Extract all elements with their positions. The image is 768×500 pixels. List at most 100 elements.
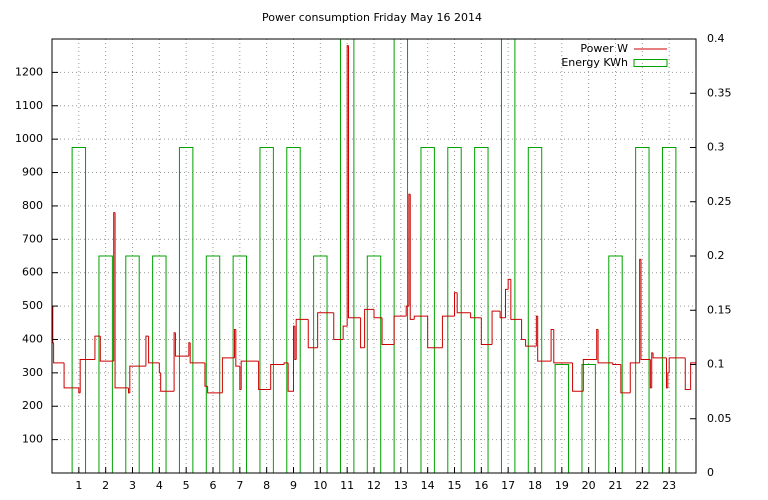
- y-tick-label: 500: [22, 299, 43, 312]
- energy-bar: [661, 147, 677, 473]
- power-step: [204, 362, 208, 387]
- legend-label: Power W: [580, 42, 628, 55]
- x-tick-label: 21: [609, 479, 623, 492]
- power-step: [160, 372, 175, 392]
- power-step: [510, 279, 522, 320]
- power-step: [535, 315, 538, 347]
- energy-bar: [581, 364, 596, 473]
- power-step: [94, 335, 101, 360]
- x-tick-label: 13: [394, 479, 408, 492]
- x-tick-label: 19: [555, 479, 569, 492]
- y-tick-label: 1000: [15, 132, 43, 145]
- y-tick-label: 400: [22, 332, 43, 345]
- power-step: [553, 329, 573, 364]
- power-step: [307, 319, 318, 349]
- x-tick-label: 6: [210, 479, 217, 492]
- energy-bar: [152, 255, 167, 473]
- energy-bar: [500, 39, 516, 473]
- x-tick-label: 14: [421, 479, 435, 492]
- power-step: [346, 45, 349, 327]
- legend-label: Energy KWh: [561, 56, 628, 69]
- power-step: [491, 310, 501, 345]
- power-step: [189, 342, 205, 364]
- x-tick-label: 4: [156, 479, 163, 492]
- power-step: [499, 311, 506, 319]
- power-step: [690, 362, 696, 390]
- energy-bar: [178, 147, 194, 473]
- power-step: [333, 312, 344, 340]
- x-tick-label: 1: [75, 479, 82, 492]
- energy-bar: [474, 147, 489, 473]
- power-step: [572, 362, 584, 392]
- power-step: [441, 315, 455, 348]
- x-tick-label: 15: [448, 479, 462, 492]
- energy-bar: [608, 255, 623, 473]
- power-step: [454, 292, 458, 317]
- energy-bar: [447, 147, 462, 473]
- power-step: [408, 193, 411, 307]
- power-step: [348, 45, 361, 319]
- power-step: [78, 387, 81, 394]
- power-step: [684, 357, 691, 391]
- power-step: [620, 364, 631, 394]
- y2-tick-label: 0.1: [707, 358, 725, 371]
- y-tick-label: 1100: [15, 99, 43, 112]
- power-step: [597, 329, 613, 364]
- power-step: [537, 316, 552, 362]
- power-step: [582, 358, 597, 392]
- power-step: [360, 317, 365, 349]
- y-tick-label: 100: [22, 433, 43, 446]
- power-step: [79, 358, 95, 393]
- x-tick-label: 20: [582, 479, 596, 492]
- y2-tick-label: 0: [707, 466, 714, 479]
- axes: 1 2 3 4 5 6 7 8 9 10 11 12 13 14 15 16 17 18 19 20 21 22 23100…: [15, 32, 732, 492]
- power-step: [480, 317, 493, 345]
- x-tick-label: 22: [635, 479, 649, 492]
- x-tick-label: 16: [474, 479, 488, 492]
- x-tick-label: 17: [501, 479, 515, 492]
- x-tick-label: 23: [662, 479, 676, 492]
- y2-tick-label: 0.2: [707, 249, 725, 262]
- power-step: [174, 332, 189, 357]
- power-step: [52, 306, 54, 344]
- y-tick-label: 700: [22, 232, 43, 245]
- power-step: [63, 362, 79, 389]
- energy-bar: [232, 255, 248, 473]
- power-step: [114, 212, 129, 389]
- energy-bar: [71, 147, 87, 473]
- x-tick-label: 5: [183, 479, 190, 492]
- energy-bar: [527, 147, 543, 473]
- plot-marks: [52, 39, 696, 473]
- energy-bar: [554, 364, 570, 473]
- x-tick-label: 7: [236, 479, 243, 492]
- power-step: [342, 325, 348, 340]
- power-step: [507, 278, 511, 290]
- energy-bar: [98, 255, 113, 473]
- power-step: [258, 361, 271, 391]
- power-step: [295, 318, 309, 360]
- y2-tick-label: 0.25: [707, 195, 732, 208]
- energy-bar: [259, 147, 274, 473]
- y-tick-label: 600: [22, 266, 43, 279]
- energy-bar: [205, 255, 221, 473]
- energy-bar: [125, 255, 140, 473]
- power-step: [240, 360, 259, 390]
- energy-bar: [339, 39, 355, 473]
- power-step: [639, 258, 641, 363]
- power-step: [629, 362, 640, 393]
- power-step: [129, 365, 146, 393]
- y-tick-label: 800: [22, 199, 43, 212]
- energy-bar: [635, 147, 650, 473]
- x-tick-label: 3: [129, 479, 136, 492]
- power-step: [456, 292, 471, 314]
- power-step: [99, 336, 114, 362]
- power-step: [127, 387, 130, 394]
- x-tick-label: 8: [263, 479, 270, 492]
- y2-tick-label: 0.35: [707, 86, 732, 99]
- power-step: [405, 305, 409, 317]
- energy-bar: [393, 39, 409, 473]
- energy-bar: [313, 255, 328, 473]
- power-step: [427, 316, 443, 349]
